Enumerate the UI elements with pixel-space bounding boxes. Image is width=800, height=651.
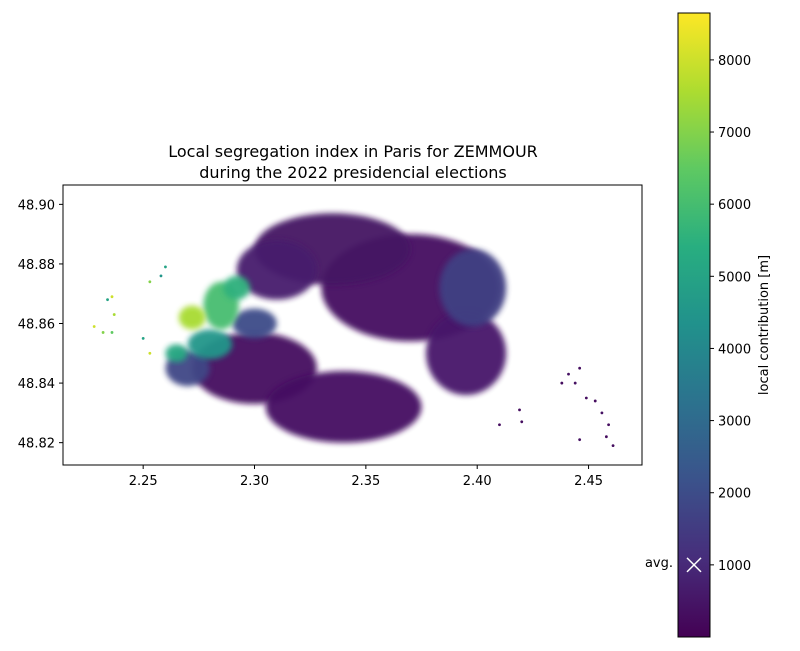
colorbar-label: local contribution [m] <box>757 255 772 395</box>
colorbar-tick-label: 1000 <box>718 559 751 574</box>
colorbar-tick-label: 7000 <box>718 126 751 141</box>
y-tick-label: 48.86 <box>18 318 55 333</box>
colorbar-gradient <box>677 12 711 638</box>
colorbar: 1000 2000 3000 4000 5000 6000 7000 8000 local c… <box>645 12 772 638</box>
map-region <box>178 305 206 330</box>
x-tick-label: 2.30 <box>240 474 269 489</box>
map-region <box>236 240 317 300</box>
avg-marker-icon <box>686 557 702 573</box>
colorbar-tick-label: 3000 <box>718 415 751 430</box>
y-tick-label: 48.84 <box>18 377 55 392</box>
x-tick-label: 2.45 <box>574 474 603 489</box>
y-tick-label: 48.90 <box>18 198 55 213</box>
scatter-point <box>573 381 577 385</box>
colorbar-tick-label: 6000 <box>718 198 751 213</box>
map-region <box>187 329 233 360</box>
scatter-point <box>112 313 116 316</box>
scatter-point <box>567 372 570 376</box>
scatter-point <box>164 265 167 269</box>
map-region <box>425 311 507 396</box>
scatter-point <box>92 325 96 328</box>
scatter-point <box>106 298 109 302</box>
chart-title-line2: during the 2022 presidencial elections <box>199 163 507 182</box>
scatter-point <box>518 408 521 412</box>
map-region <box>232 308 277 339</box>
map-region <box>223 275 251 300</box>
x-axis: 2.25 2.30 2.35 2.40 2.45 <box>129 465 603 489</box>
colorbar-tick-label: 5000 <box>718 270 751 285</box>
avg-label: avg. <box>645 556 673 571</box>
scatter-point <box>148 280 152 284</box>
scatter-point <box>101 331 105 334</box>
scatter-point <box>148 351 152 355</box>
y-tick-label: 48.82 <box>18 437 55 452</box>
paris-map-layer <box>165 213 507 443</box>
scatter-point <box>110 331 114 334</box>
scatter-point <box>593 399 597 403</box>
scatter-point <box>600 411 604 415</box>
y-tick-label: 48.88 <box>18 258 55 273</box>
map-region <box>439 249 507 327</box>
scatter-points <box>92 265 615 448</box>
scatter-point <box>159 274 163 278</box>
scatter-point <box>607 423 610 427</box>
scatter-point <box>604 435 608 439</box>
colorbar-tick-label: 8000 <box>718 54 751 69</box>
map-region <box>165 344 188 363</box>
x-tick-label: 2.40 <box>463 474 492 489</box>
scatter-point <box>578 366 582 370</box>
scatter-point <box>584 396 588 400</box>
scatter-point <box>498 423 501 427</box>
scatter-point <box>110 295 114 299</box>
x-tick-label: 2.25 <box>129 474 158 489</box>
scatter-point <box>611 444 615 448</box>
axes-frame <box>62 184 643 466</box>
chart-title-line1: Local segregation index in Paris for ZEM… <box>168 142 538 161</box>
colorbar-tick-label: 2000 <box>718 487 751 502</box>
scatter-point <box>578 438 582 442</box>
scatter-point <box>520 420 524 424</box>
plot-area <box>62 184 643 466</box>
map-region <box>265 371 422 443</box>
scatter-point <box>560 381 564 385</box>
y-axis: 48.82 48.84 48.86 48.88 48.90 <box>18 198 63 452</box>
x-tick-label: 2.35 <box>351 474 380 489</box>
colorbar-tick-label: 4000 <box>718 342 751 357</box>
scatter-point <box>141 337 145 340</box>
